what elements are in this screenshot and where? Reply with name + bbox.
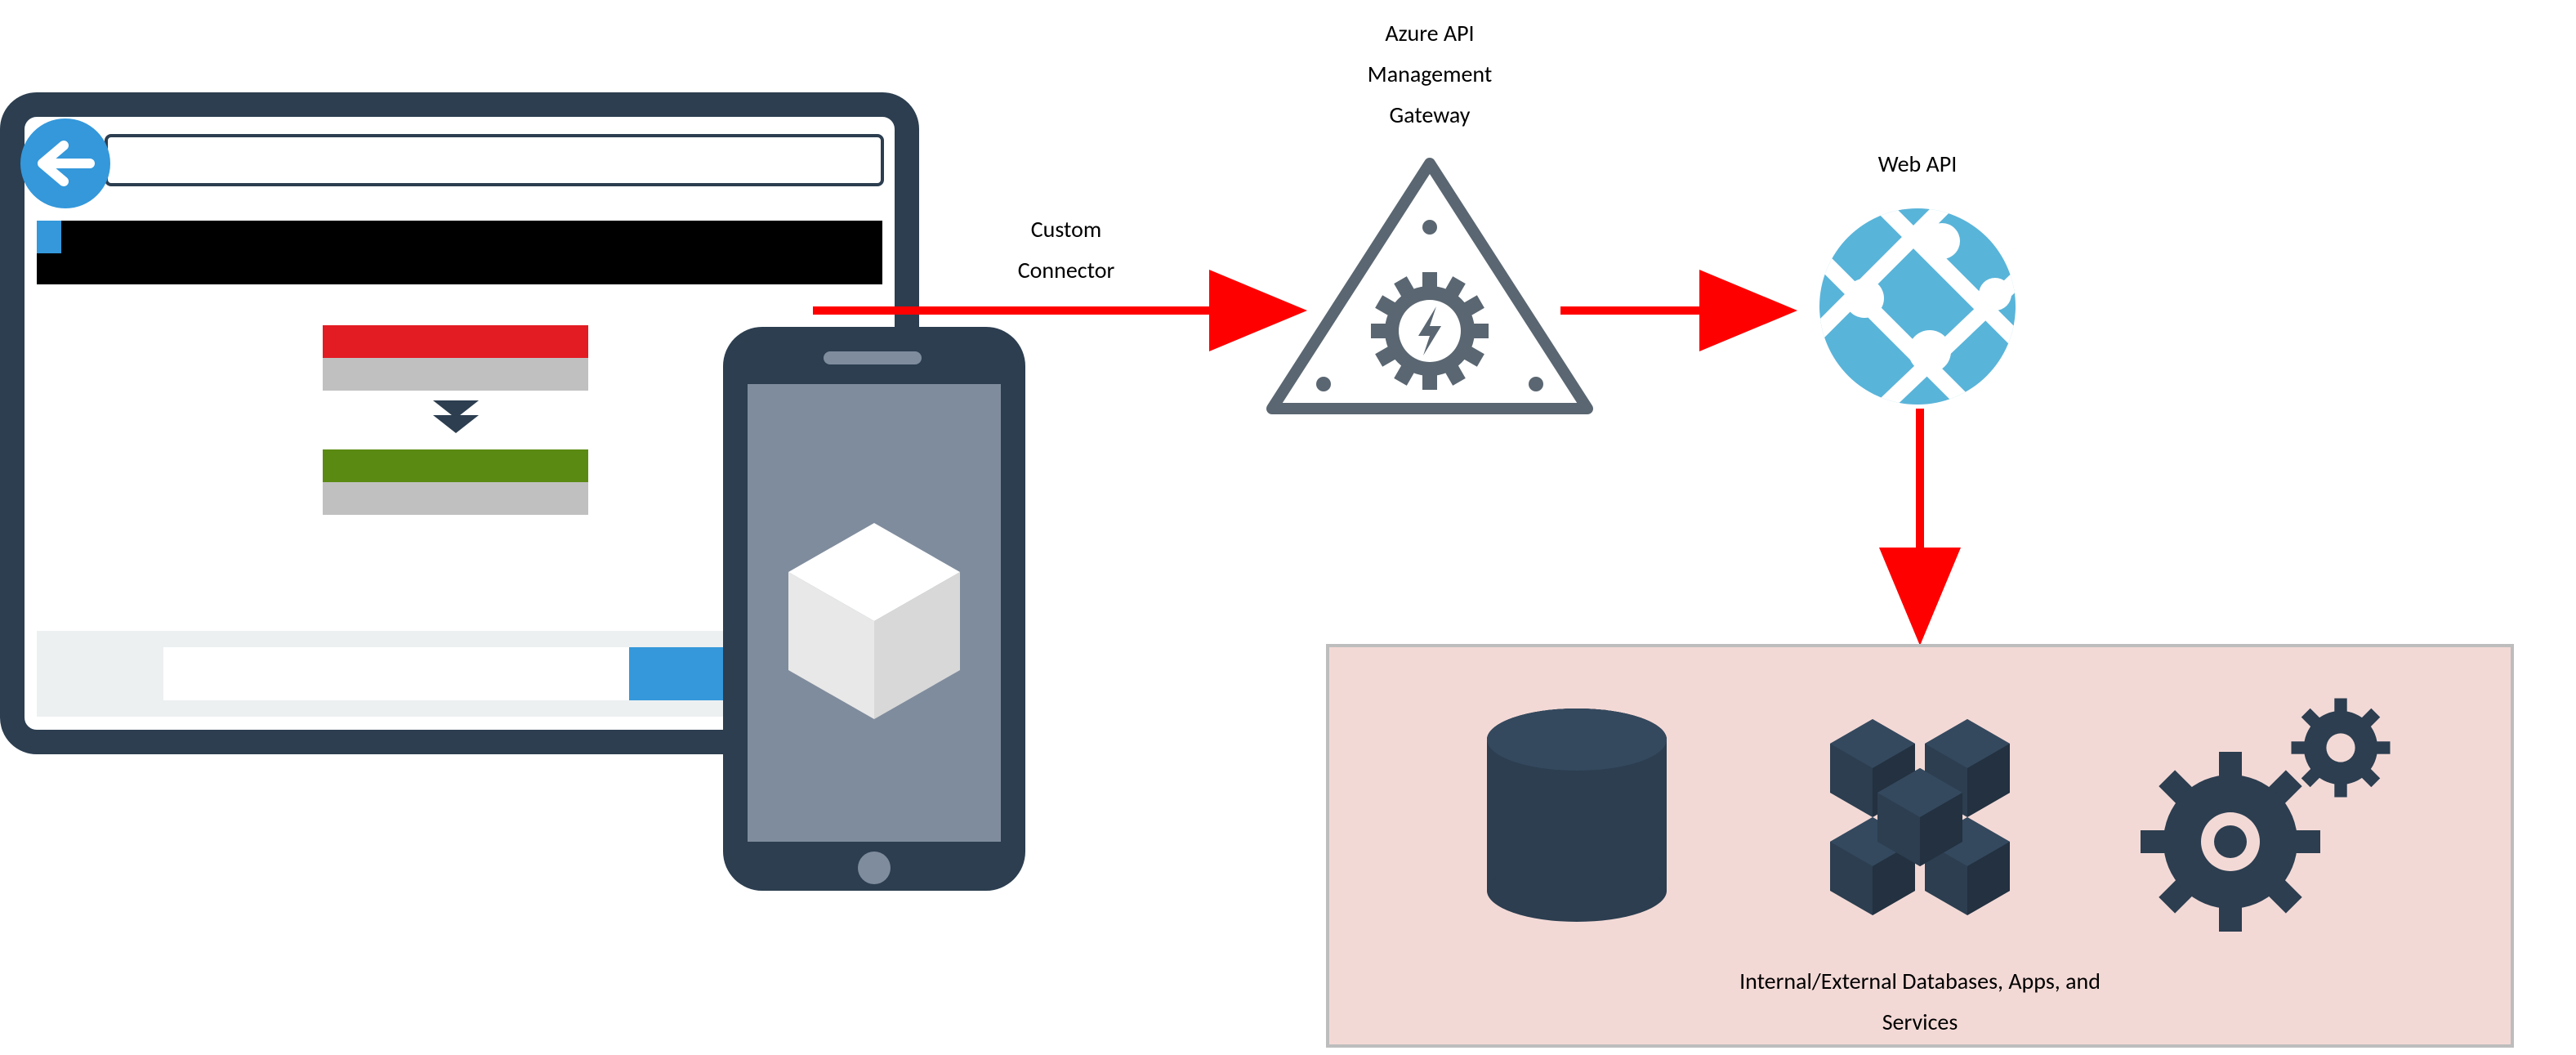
gateway-label-l3: Gateway (1390, 101, 1471, 129)
gateway-label-l2: Management (1368, 60, 1492, 88)
backend-label-l1: Internal/External Databases, Apps, and (1739, 967, 2101, 995)
phone-icon (723, 327, 1025, 891)
web-api-icon (1803, 184, 2040, 421)
gateway-label-l1: Azure API (1385, 19, 1474, 47)
content-green-bar (323, 449, 588, 482)
database-icon (1487, 709, 1667, 922)
browser-tab-marker (37, 221, 61, 253)
api-management-gateway-icon (1272, 163, 1587, 409)
browser-menu-bar (37, 221, 882, 284)
browser-footer-button (629, 647, 723, 700)
browser-footer-input (163, 647, 629, 700)
content-grey-bar-top (323, 358, 588, 391)
content-red-bar (323, 325, 588, 358)
web-api-label: Web API (1878, 150, 1958, 178)
custom-connector-label-l2: Connector (1018, 256, 1115, 284)
custom-connector-label-l1: Custom (1031, 215, 1102, 244)
architecture-diagram: Custom Connector (0, 0, 2576, 1055)
browser-address-bar (106, 136, 882, 185)
content-grey-bar-bottom (323, 482, 588, 515)
backend-label-l2: Services (1882, 1008, 1958, 1036)
